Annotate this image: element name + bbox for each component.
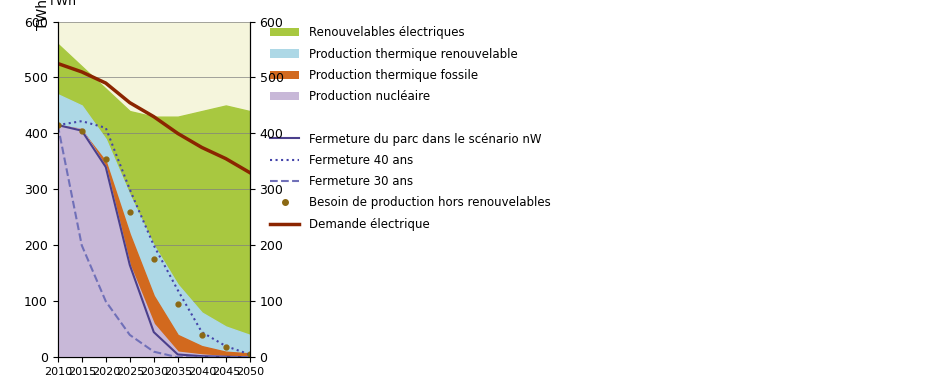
Legend: Renouvelables électriques, Production thermique renouvelable, Production thermiq: Renouvelables électriques, Production th… bbox=[265, 22, 554, 235]
Y-axis label: TWh: TWh bbox=[36, 0, 50, 30]
Text: TWh: TWh bbox=[48, 0, 76, 8]
